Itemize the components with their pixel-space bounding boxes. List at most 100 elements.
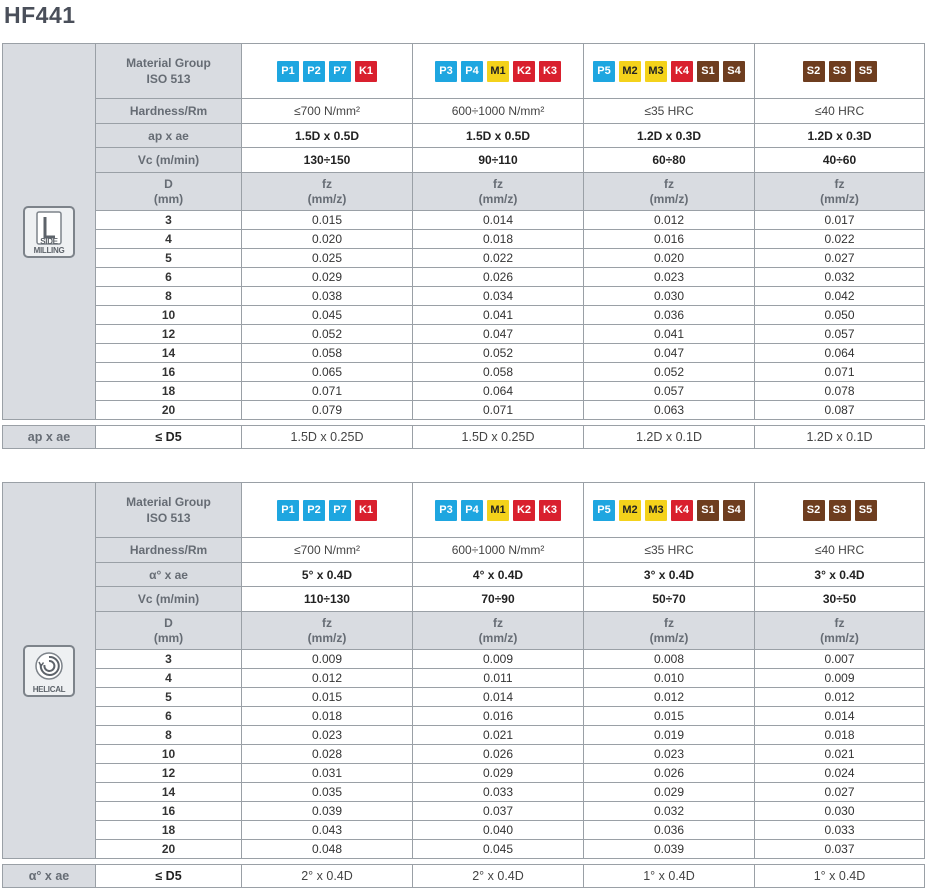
fz-value: 0.028 (241, 744, 413, 764)
material-group-line1: Material Group (126, 56, 211, 70)
table-row: 10 0.028 0.026 0.023 0.021 (3, 744, 925, 764)
fz-value: 0.008 (583, 649, 755, 669)
fz-header: fz (mm/z) (241, 172, 413, 211)
fz-value: 0.058 (241, 343, 413, 363)
table-row: 16 0.039 0.037 0.032 0.030 (3, 801, 925, 821)
fz-value: 0.014 (412, 687, 584, 707)
diameter-value: 20 (95, 400, 242, 420)
material-chip: P7 (329, 60, 351, 82)
fz-value: 0.009 (241, 649, 413, 669)
hardness-value: ≤35 HRC (583, 537, 755, 563)
fz-value: 0.078 (754, 381, 925, 401)
fz-value: 0.030 (754, 801, 925, 821)
material-chip: M2 (619, 60, 641, 82)
fz-value: 0.042 (754, 286, 925, 306)
diameter-value: 16 (95, 362, 242, 382)
fz-value: 0.024 (754, 763, 925, 783)
side-milling-section: SIDE MILLING Material Group ISO 513 P1 P2 P7 K… (2, 43, 925, 420)
footer-table: α° x ae ≤ D5 2° x 0.4D 2° x 0.4D 1° x 0.4D 1°… (2, 864, 925, 888)
param-value: 4° x 0.4D (412, 562, 584, 587)
table-row: 16 0.065 0.058 0.052 0.071 (3, 362, 925, 382)
material-chip: M3 (645, 60, 667, 82)
table-row: 14 0.035 0.033 0.029 0.027 (3, 782, 925, 802)
fz-label: fz (493, 176, 503, 191)
fz-value: 0.065 (241, 362, 413, 382)
diameter-value: 5 (95, 248, 242, 268)
fz-value: 0.045 (412, 839, 584, 859)
fz-value: 0.009 (754, 668, 925, 688)
fz-value: 0.048 (241, 839, 413, 859)
material-chip: K1 (355, 499, 377, 521)
vc-value: 30÷50 (754, 586, 925, 612)
hardness-value: ≤700 N/mm² (241, 98, 413, 124)
feed-table: SIDE MILLING Material Group ISO 513 P1 P2 P7 K… (2, 43, 925, 420)
fz-value: 0.039 (583, 839, 755, 859)
diameter-header: D (mm) (95, 611, 242, 650)
table-row: 14 0.058 0.052 0.047 0.064 (3, 343, 925, 363)
vc-value: 60÷80 (583, 147, 755, 173)
table-row: 20 0.079 0.071 0.063 0.087 (3, 400, 925, 420)
hardness-value: ≤35 HRC (583, 98, 755, 124)
material-group-line1: Material Group (126, 495, 211, 509)
fz-unit: (mm/z) (820, 630, 859, 645)
fz-value: 0.027 (754, 782, 925, 802)
material-chip: S1 (697, 499, 719, 521)
fz-value: 0.015 (241, 210, 413, 230)
material-chip: M2 (619, 499, 641, 521)
material-chip: P5 (593, 499, 615, 521)
table-row: 4 0.020 0.018 0.016 0.022 (3, 229, 925, 249)
fz-value: 0.023 (241, 725, 413, 745)
material-chips: P1 P2 P7 K1 (241, 43, 413, 99)
diameter-label: D (164, 176, 173, 191)
helical-icon: HELICAL (23, 644, 75, 697)
material-chip: K1 (355, 60, 377, 82)
fz-value: 0.047 (412, 324, 584, 344)
diameter-value: 4 (95, 668, 242, 688)
footer-label: ap x ae (2, 425, 96, 449)
fz-value: 0.029 (583, 782, 755, 802)
param-value: 1.2D x 0.3D (754, 123, 925, 148)
fz-header: fz (mm/z) (583, 172, 755, 211)
helical-footer: α° x ae ≤ D5 2° x 0.4D 2° x 0.4D 1° x 0.4D 1°… (2, 864, 925, 888)
fz-label: fz (834, 615, 845, 630)
material-chip: K3 (539, 499, 561, 521)
table-row: 12 0.031 0.029 0.026 0.024 (3, 763, 925, 783)
vc-value: 70÷90 (412, 586, 584, 612)
fz-value: 0.022 (754, 229, 925, 249)
table-row: 20 0.048 0.045 0.039 0.037 (3, 839, 925, 859)
table-row: 12 0.052 0.047 0.041 0.057 (3, 324, 925, 344)
footer-value: 1° x 0.4D (583, 864, 755, 888)
fz-value: 0.014 (412, 210, 584, 230)
fz-value: 0.027 (754, 248, 925, 268)
fz-value: 0.012 (241, 668, 413, 688)
hardness-value: ≤700 N/mm² (241, 537, 413, 563)
fz-value: 0.029 (241, 267, 413, 287)
diameter-unit: (mm) (153, 630, 184, 645)
fz-value: 0.015 (241, 687, 413, 707)
table-row: 18 0.043 0.040 0.036 0.033 (3, 820, 925, 840)
vc-value: 50÷70 (583, 586, 755, 612)
material-chip: S5 (854, 60, 877, 82)
material-chip: P2 (303, 499, 325, 521)
table-row: 10 0.045 0.041 0.036 0.050 (3, 305, 925, 325)
vc-value: 90÷110 (412, 147, 584, 173)
fz-value: 0.020 (241, 229, 413, 249)
fz-value: 0.023 (583, 744, 755, 764)
fz-value: 0.031 (241, 763, 413, 783)
fz-value: 0.018 (412, 229, 584, 249)
material-chips: P5 M2 M3 K4 S1 S4 (583, 43, 755, 99)
fz-value: 0.011 (412, 668, 584, 688)
fz-value: 0.071 (412, 400, 584, 420)
fz-value: 0.017 (754, 210, 925, 230)
material-chip: S3 (828, 60, 851, 82)
helical-section: HELICAL Material Group ISO 513 P1 P2 P7 K1 P3 P4… (2, 482, 925, 859)
fz-value: 0.026 (412, 267, 584, 287)
material-chip: K2 (513, 499, 535, 521)
footer-value: 1.2D x 0.1D (754, 425, 925, 449)
param-value: 3° x 0.4D (583, 562, 755, 587)
material-chips: P3 P4 M1 K2 K3 (412, 43, 584, 99)
fz-label: fz (834, 176, 845, 191)
diameter-header: D (mm) (95, 172, 242, 211)
vc-value: 130÷150 (241, 147, 413, 173)
fz-value: 0.032 (754, 267, 925, 287)
